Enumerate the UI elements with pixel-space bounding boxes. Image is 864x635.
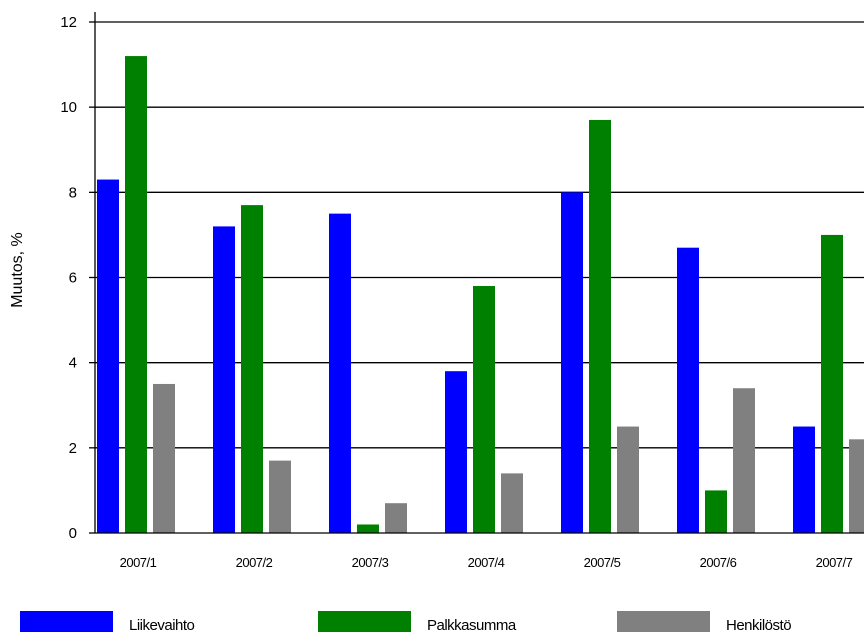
bars (97, 56, 864, 534)
bar-palkkasumma-2007-1 (125, 56, 147, 534)
x-tick-label: 2007/3 (352, 555, 389, 570)
bar-palkkasumma-2007-4 (473, 286, 495, 533)
y-tick-label: 4 (69, 355, 77, 372)
bar-henkil-st--2007-5 (617, 426, 639, 533)
legend-label: Palkkasumma (427, 617, 517, 634)
y-tick-label: 2 (69, 440, 77, 457)
y-tick-label: 8 (69, 184, 77, 201)
legend: Liikevaihto Palkkasumma Henkilöstö (20, 611, 792, 634)
bar-henkil-st--2007-3 (385, 503, 407, 533)
y-tick-label: 10 (60, 99, 77, 116)
legend-swatch-henkil-st- (617, 611, 710, 632)
bar-palkkasumma-2007-5 (589, 119, 611, 534)
bar-liikevaihto-2007-6 (677, 247, 699, 534)
y-tick-label: 6 (69, 270, 77, 287)
bar-palkkasumma-2007-2 (241, 205, 263, 533)
bar-henkil-st--2007-7 (849, 439, 864, 533)
bar-liikevaihto-2007-3 (329, 213, 351, 533)
bar-liikevaihto-2007-5 (561, 192, 583, 534)
x-tick-label: 2007/4 (468, 555, 505, 570)
bar-palkkasumma-2007-3 (357, 524, 379, 533)
bar-liikevaihto-2007-1 (97, 179, 119, 533)
bar-liikevaihto-2007-4 (445, 371, 467, 533)
x-tick-label: 2007/2 (236, 555, 273, 570)
bar-palkkasumma-2007-6 (705, 490, 727, 533)
bar-henkil-st--2007-1 (153, 383, 175, 533)
y-tick-label: 12 (60, 14, 77, 31)
x-tick-label: 2007/1 (120, 555, 157, 570)
x-tick-labels: 2007/1 2007/2 2007/3 2007/4 2007/5 2007/6 2007… (120, 555, 854, 570)
x-tick-label: 2007/6 (700, 555, 737, 570)
bar-henkil-st--2007-2 (269, 460, 291, 533)
bar-palkkasumma-2007-7 (821, 234, 843, 533)
y-axis-label: Muutos, % (9, 232, 26, 308)
legend-swatch-palkkasumma (318, 611, 411, 632)
legend-label: Henkilöstö (726, 617, 791, 634)
legend-swatch-liikevaihto (20, 611, 113, 632)
axes (89, 12, 864, 534)
y-tick-labels: 0 2 4 6 8 10 12 (60, 14, 77, 542)
x-tick-label: 2007/7 (816, 555, 853, 570)
legend-label: Liikevaihto (129, 617, 195, 634)
bar-henkil-st--2007-4 (501, 473, 523, 533)
bar-liikevaihto-2007-2 (213, 226, 235, 533)
bar-liikevaihto-2007-7 (793, 426, 815, 533)
bar-henkil-st--2007-6 (733, 388, 755, 533)
x-tick-label: 2007/5 (584, 555, 621, 570)
y-tick-label: 0 (69, 525, 77, 542)
